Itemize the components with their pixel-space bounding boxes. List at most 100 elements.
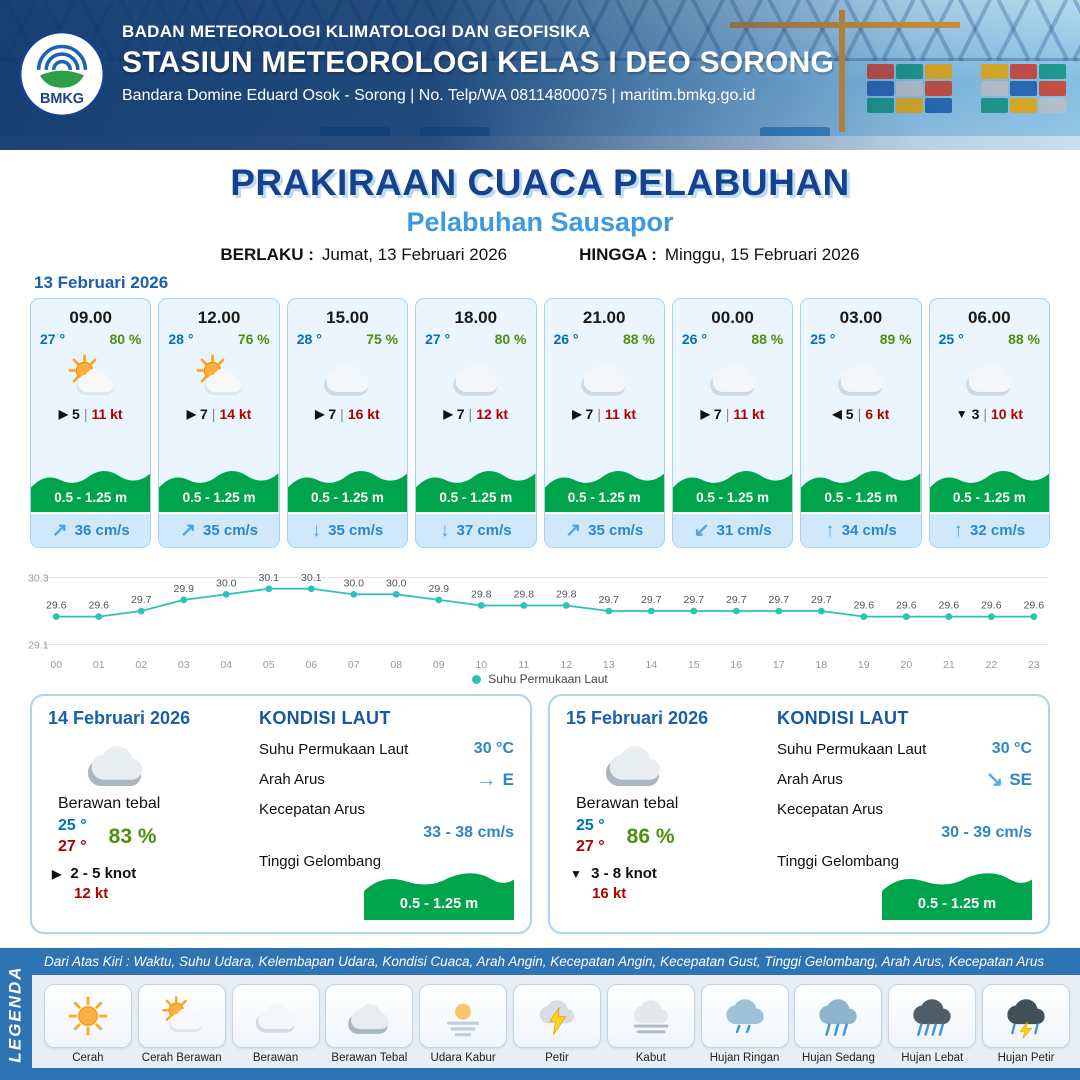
svg-text:13: 13	[603, 660, 615, 671]
forecast-card: 15.00 28 ° 75 % ▶ 7 | 16 kt 0.5 - 1.25 m	[286, 298, 409, 548]
sst-row: Suhu Permukaan Laut 30 °C	[259, 740, 514, 758]
forecast-time: 06.00	[968, 308, 1011, 327]
daily-summary-card: 14 Februari 2026 Berawan tebal 25 ° 27 °…	[30, 694, 532, 934]
wave-height-band: 0.5 - 1.25 m	[929, 463, 1049, 512]
forecast-card: 09.00 27 ° 80 % ▶ 5 | 11 kt 0.5 - 1.25 m	[30, 298, 152, 548]
svg-text:29.6: 29.6	[939, 601, 960, 612]
wave-height-band: 0.5 - 1.25 m	[801, 463, 921, 512]
current-direction-icon: →	[475, 768, 497, 791]
current-direction-icon: ↓	[440, 520, 450, 541]
current-direction-value: SE	[1009, 769, 1032, 789]
current-speed-row: Kecepatan Arus	[259, 801, 514, 818]
svg-text:29.7: 29.7	[641, 595, 662, 606]
humidity: 89 %	[879, 331, 912, 347]
wave-height-band: 0.5 - 1.25 m	[544, 463, 664, 512]
gust-speed: 11 kt	[733, 406, 765, 422]
current-direction-icon: ↘	[985, 768, 1004, 791]
wind-row: ▶ 7 | 12 kt	[416, 406, 535, 422]
legend-marker-icon	[472, 674, 482, 684]
agency-name: BADAN METEOROLOGI KLIMATOLOGI DAN GEOFIS…	[122, 22, 591, 41]
svg-text:20: 20	[900, 660, 912, 671]
weather-icon	[628, 993, 674, 1039]
legend-label: Berawan	[252, 1052, 299, 1064]
wind-direction-icon: ▶	[315, 407, 325, 421]
legend-icon-card	[325, 984, 414, 1048]
legend-item: Udara Kabur	[419, 984, 508, 1064]
bmkg-logo-icon: BMKG	[18, 30, 106, 118]
current-direction-icon: ↑	[825, 520, 835, 541]
wind-direction-icon: ▶	[186, 407, 196, 421]
wind-speed: 3 - 8 knot	[591, 864, 657, 882]
bmkg-logo-label: BMKG	[40, 91, 84, 107]
legend-label: Hujan Lebat	[901, 1052, 964, 1064]
svg-text:29.7: 29.7	[769, 595, 790, 606]
weather-icon	[448, 351, 504, 403]
humidity: 88 %	[622, 331, 655, 347]
wave-shape	[416, 471, 536, 512]
svg-text:04: 04	[220, 660, 232, 671]
svg-text:30.0: 30.0	[216, 579, 237, 590]
current-speed-label: Kecepatan Arus	[777, 801, 883, 818]
current-direction-icon: ↑	[953, 520, 964, 541]
legend-item: Berawan Tebal	[325, 984, 414, 1064]
weather-icon	[961, 351, 1017, 403]
legend-icon-card	[982, 984, 1071, 1048]
date: 15 Februari 2026	[566, 708, 709, 728]
humidity: 76 %	[237, 331, 270, 347]
wave-height-band: 0.5 - 1.25 m	[31, 463, 151, 512]
air-temperature: 28 °	[168, 331, 194, 347]
sst-row: Suhu Permukaan Laut 30 °C	[777, 740, 1032, 758]
valid-until-value: Minggu, 15 Februari 2026	[664, 245, 860, 264]
gust-speed: 6 kt	[865, 406, 890, 422]
temp-humidity-row: 27 ° 80 %	[416, 328, 535, 347]
humidity: 88 %	[1008, 331, 1040, 347]
wave-height: 0.5 - 1.25 m	[824, 490, 898, 505]
current-speed: 32 cm/s	[970, 522, 1026, 539]
forecast-time: 18.00	[454, 308, 498, 327]
wave-height-value: 0.5 - 1.25 m	[917, 896, 997, 912]
svg-text:30.3: 30.3	[28, 574, 49, 585]
svg-text:29.8: 29.8	[513, 590, 534, 601]
wind-row: ▶ 7 | 11 kt	[673, 406, 792, 422]
humidity: 75 %	[366, 331, 399, 347]
forecast-time: 21.00	[582, 308, 626, 327]
gust-speed: 10 kt	[991, 406, 1023, 422]
svg-text:02: 02	[135, 660, 147, 671]
temp-humidity-row: 25 ° 89 %	[801, 328, 920, 347]
current-direction-label: Arah Arus	[259, 771, 325, 788]
gust-speed: 16 kt	[347, 406, 380, 422]
current-direction-icon: ↓	[311, 520, 322, 541]
svg-text:29.9: 29.9	[428, 584, 449, 595]
daily-weather-column: 14 Februari 2026 Berawan tebal 25 ° 27 °…	[48, 708, 253, 920]
wind-row: ▶ 7 | 11 kt	[545, 406, 664, 422]
sea-conditions-column: KONDISI LAUT Suhu Permukaan Laut 30 °C A…	[771, 708, 1032, 920]
current-speed-value: 33 - 38 cm/s	[423, 824, 514, 841]
gust-speed: 14 kt	[219, 406, 252, 422]
title-section: PRAKIRAAN CUACA PELABUHAN Pelabuhan Saus…	[0, 150, 1080, 265]
temp-humidity-row: 27 ° 80 %	[31, 328, 150, 347]
svg-text:18: 18	[815, 660, 827, 671]
daily-weather-column: 15 Februari 2026 Berawan tebal 25 ° 27 °…	[566, 708, 771, 920]
wave-height: 0.5 - 1.25 m	[567, 490, 641, 505]
wind-speed: 7	[200, 406, 208, 422]
weather-icon	[346, 993, 392, 1039]
forecast-row: 09.00 27 ° 80 % ▶ 5 | 11 kt 0.5 - 1.25 m	[0, 298, 1080, 548]
temp-humidity-block: 25 ° 27 ° 86 %	[576, 816, 771, 858]
temp-humidity-row: 25 ° 88 %	[930, 328, 1049, 347]
legend-icon-card	[137, 984, 226, 1048]
forecast-card: 03.00 25 ° 89 % ◀ 5 | 6 kt 0.5 - 1.25 m	[800, 298, 922, 548]
sst-label: Suhu Permukaan Laut	[777, 740, 927, 758]
wind-speed: 7	[713, 406, 722, 422]
valid-until-label: HINGGA :	[579, 245, 657, 264]
weather-icon	[534, 993, 580, 1039]
weather-icon	[159, 993, 205, 1039]
current-band: ↓ 35 cm/s	[287, 512, 408, 547]
temp-humidity-block: 25 ° 27 ° 83 %	[58, 816, 253, 858]
air-temperature: 25 °	[810, 331, 836, 347]
header-banner: BMKG BADAN METEOROLOGI KLIMATOLOGI DAN G…	[0, 0, 1080, 150]
legend-title: LEGENDA	[6, 965, 25, 1063]
current-speed: 34 cm/s	[841, 522, 897, 539]
temp-humidity-row: 26 ° 88 %	[673, 328, 792, 347]
wave-shape	[801, 471, 921, 512]
wave-height-band: 0.5 - 1.25 m	[416, 463, 536, 512]
